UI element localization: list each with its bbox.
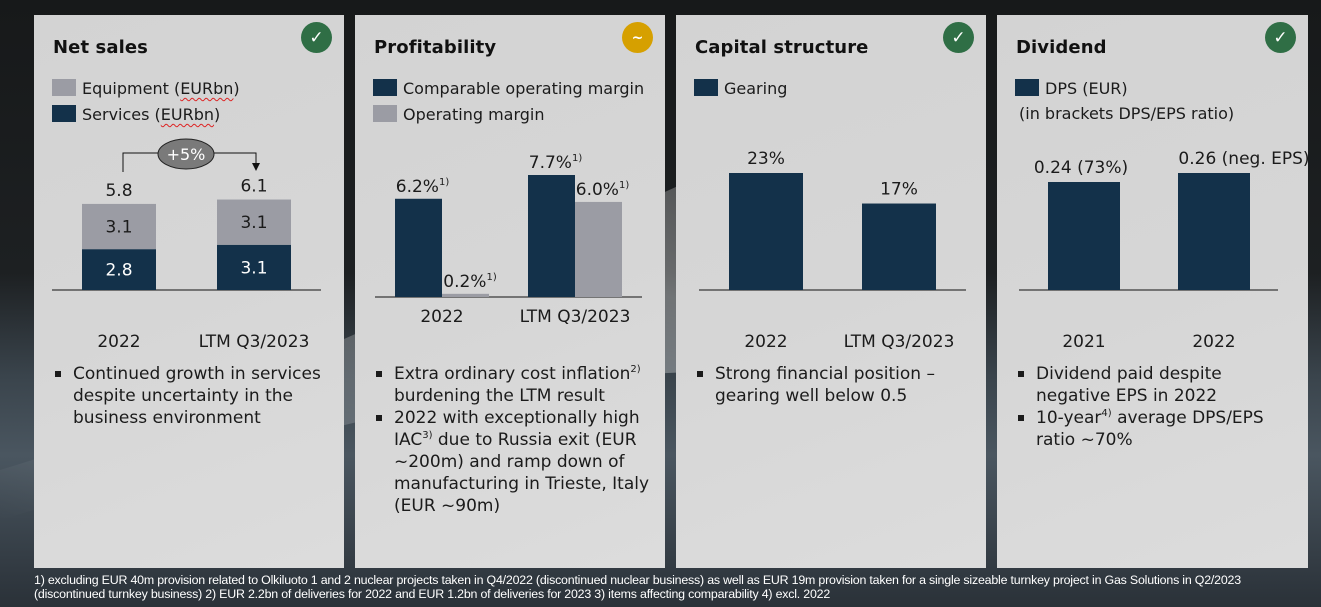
growth-arrow-head: [252, 163, 260, 171]
profitability-chart: 6.2%1) 0.2%1) 2022 7.7%1) 6.0%1) LTM Q3/2023: [375, 153, 642, 327]
data-label: 3.1: [240, 258, 267, 278]
footnote: 1) excluding EUR 40m provision related t…: [34, 573, 1314, 601]
bar-segment: [82, 249, 156, 290]
panel-net-sales: Net sales ✓ Equipment (EURbn) Services (…: [34, 15, 344, 568]
data-label: 0.26 (neg. EPS): [1178, 149, 1309, 169]
data-label: 3.1: [240, 213, 267, 233]
bullet-item: Extra ordinary cost inflation2) burdenin…: [373, 363, 658, 407]
legend-item-operating-margin: Operating margin: [373, 105, 545, 124]
data-label: 7.7%1): [529, 153, 583, 173]
data-label: 6.2%1): [396, 177, 450, 197]
panel-title: Dividend: [1016, 37, 1107, 58]
data-label: 17%: [880, 180, 918, 200]
bar: [1178, 173, 1250, 290]
x-tick-label: 2022: [97, 332, 140, 352]
x-tick-label: 2021: [1062, 332, 1105, 352]
bar: [528, 175, 575, 297]
check-icon: ✓: [1265, 22, 1296, 53]
data-label: 23%: [747, 149, 785, 169]
legend-item-gearing: Gearing: [694, 79, 787, 98]
total-label: 6.1: [240, 177, 267, 197]
panel-dividend: Dividend ✓ DPS (EUR) (in brackets DPS/EP…: [997, 15, 1310, 568]
bullet-list: Extra ordinary cost inflation2) burdenin…: [373, 363, 658, 517]
panel-title: Capital structure: [695, 37, 869, 58]
bullet-list: Continued growth in services despite unc…: [52, 363, 332, 429]
legend-swatch: [52, 105, 76, 122]
net-sales-chart: 2.8 3.1 5.8 2022 3.1 3.1 6.1 LTM Q3/2023 +5%: [52, 138, 321, 352]
panel-title: Net sales: [53, 37, 148, 58]
bar-segment: [82, 203, 156, 250]
bar: [395, 198, 442, 297]
x-tick-label: LTM Q3/2023: [199, 332, 310, 352]
total-label: 5.8: [105, 181, 132, 201]
growth-label: +5%: [167, 145, 206, 164]
bullet-list: Strong financial position – gearing well…: [694, 363, 974, 407]
footnote-text: 1) excluding EUR 40m provision related t…: [34, 573, 1241, 601]
data-label: 0.2%1): [443, 272, 497, 292]
bullet-item: 2022 with exceptionally high IAC3) due t…: [373, 407, 658, 517]
bar: [1048, 182, 1120, 290]
legend-item-equipment: Equipment (EURbn): [52, 79, 240, 98]
legend-note: (in brackets DPS/EPS ratio): [1019, 104, 1235, 123]
panel-capital-structure: Capital structure ✓ Gearing 23% 2022 17% LT…: [676, 15, 986, 568]
check-icon: ✓: [943, 22, 974, 53]
bar-segment: [217, 244, 291, 290]
legend-swatch: [373, 79, 397, 96]
data-label: 3.1: [105, 218, 132, 238]
bar: [442, 293, 489, 297]
legend-swatch: [52, 79, 76, 96]
legend-swatch: [373, 105, 397, 122]
bar: [729, 173, 803, 290]
data-label: 2.8: [105, 261, 132, 281]
legend-swatch: [1015, 79, 1039, 96]
panel-profitability: Profitability ~ Comparable operating mar…: [355, 15, 665, 568]
check-icon: ✓: [301, 22, 332, 53]
tilde-icon: ~: [622, 22, 653, 53]
bar-segment: [217, 199, 291, 245]
x-tick-label: 2022: [1192, 332, 1235, 352]
legend-item-services: Services (EURbn): [52, 105, 220, 124]
legend-item-comparable-operating-margin: Comparable operating margin: [373, 79, 644, 98]
bullet-item: Dividend paid despite negative EPS in 20…: [1015, 363, 1295, 407]
panel-title: Profitability: [374, 37, 497, 58]
growth-bubble: [157, 138, 215, 170]
data-label: 0.24 (73%): [1034, 158, 1128, 178]
gearing-chart: 23% 2022 17% LTM Q3/2023: [699, 149, 966, 352]
bullet-item: 10-year4) average DPS/EPS ratio ~70%: [1015, 407, 1295, 451]
bar: [575, 201, 622, 297]
data-label: 6.0%1): [576, 180, 630, 200]
bullet-item: Strong financial position – gearing well…: [694, 363, 974, 407]
x-tick-label: 2022: [420, 307, 463, 327]
bullet-item: Continued growth in services despite unc…: [52, 363, 332, 429]
legend-item-dps: DPS (EUR): [1015, 79, 1128, 98]
bar: [862, 203, 936, 290]
dividend-chart: 0.24 (73%) 2021 0.26 (neg. EPS) 2022: [1019, 149, 1310, 352]
x-tick-label: LTM Q3/2023: [844, 332, 955, 352]
x-tick-label: 2022: [744, 332, 787, 352]
bullet-list: Dividend paid despite negative EPS in 20…: [1015, 363, 1295, 451]
x-tick-label: LTM Q3/2023: [520, 307, 631, 327]
legend-swatch: [694, 79, 718, 96]
